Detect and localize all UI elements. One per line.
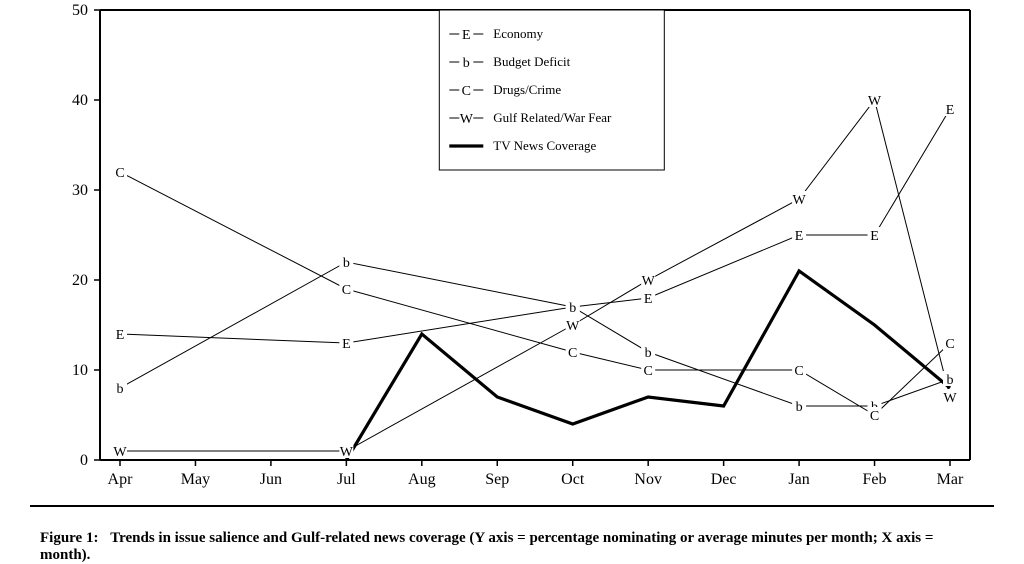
marker-letter-gulf: W [868, 94, 882, 109]
legend-label: Drugs/Crime [493, 82, 561, 97]
line-chart: EEEEEEEbbbbbbbCCCCCCCWWWWWWW01020304050A… [0, 0, 990, 505]
series-line-budget [120, 262, 950, 406]
legend-label: Budget Deficit [493, 54, 570, 69]
marker-letter-budget: b [796, 400, 803, 415]
caption-label: Figure 1: [40, 530, 98, 546]
y-tick-label: 20 [72, 272, 88, 289]
marker-letter-drugs: C [644, 364, 653, 379]
marker-letter-budget: b [947, 373, 954, 388]
marker-letter-gulf: W [792, 193, 806, 208]
marker-letter-gulf: W [642, 274, 656, 289]
marker-letter-drugs: C [568, 346, 577, 361]
x-tick-label: Jan [788, 471, 809, 488]
legend-marker-letter: C [462, 84, 471, 99]
x-tick-label: Sep [485, 471, 509, 488]
x-tick-label: Dec [711, 471, 737, 488]
x-tick-label: Nov [634, 471, 662, 488]
marker-letter-economy: E [795, 229, 804, 244]
y-tick-label: 10 [72, 362, 88, 379]
y-tick-label: 40 [72, 92, 88, 109]
marker-letter-economy: E [644, 292, 653, 307]
marker-letter-economy: E [116, 328, 125, 343]
page-root: { "chart": { "type": "line", "plot": { "… [0, 0, 1024, 563]
marker-letter-economy: E [946, 103, 955, 118]
legend-label: Economy [493, 26, 543, 41]
legend-label: Gulf Related/War Fear [493, 110, 612, 125]
x-tick-label: Aug [408, 471, 436, 488]
marker-letter-budget: b [645, 346, 652, 361]
x-tick-label: Jul [337, 471, 356, 488]
chart-svg: EEEEEEEbbbbbbbCCCCCCCWWWWWWW01020304050A… [0, 0, 990, 500]
x-tick-label: Oct [561, 471, 585, 488]
x-tick-label: Jun [260, 471, 282, 488]
separator-rule [30, 505, 994, 507]
marker-letter-drugs: C [945, 337, 954, 352]
legend-marker-letter: E [462, 28, 471, 43]
marker-letter-gulf: W [566, 319, 580, 334]
marker-letter-gulf: W [340, 445, 354, 460]
y-tick-label: 0 [80, 452, 88, 469]
marker-letter-drugs: C [342, 283, 351, 298]
y-tick-label: 50 [72, 2, 88, 19]
marker-letter-drugs: C [794, 364, 803, 379]
x-tick-label: Mar [937, 471, 964, 488]
figure-caption: Figure 1: Trends in issue salience and G… [40, 530, 984, 564]
x-tick-label: Feb [863, 471, 887, 488]
marker-letter-drugs: C [870, 409, 879, 424]
marker-letter-gulf: W [113, 445, 127, 460]
marker-letter-budget: b [117, 382, 124, 397]
legend-marker-letter: W [460, 112, 474, 127]
series-line-drugs [120, 172, 950, 415]
marker-letter-economy: E [342, 337, 351, 352]
x-tick-label: Apr [108, 471, 134, 488]
marker-letter-budget: b [343, 256, 350, 271]
marker-letter-economy: E [870, 229, 879, 244]
marker-letter-gulf: W [943, 391, 957, 406]
y-tick-label: 30 [72, 182, 88, 199]
marker-letter-budget: b [569, 301, 576, 316]
x-tick-label: May [181, 471, 210, 488]
caption-text: Trends in issue salience and Gulf-relate… [40, 530, 933, 563]
marker-letter-drugs: C [115, 166, 124, 181]
legend-marker-letter: b [463, 56, 470, 71]
legend-label: TV News Coverage [493, 138, 596, 153]
